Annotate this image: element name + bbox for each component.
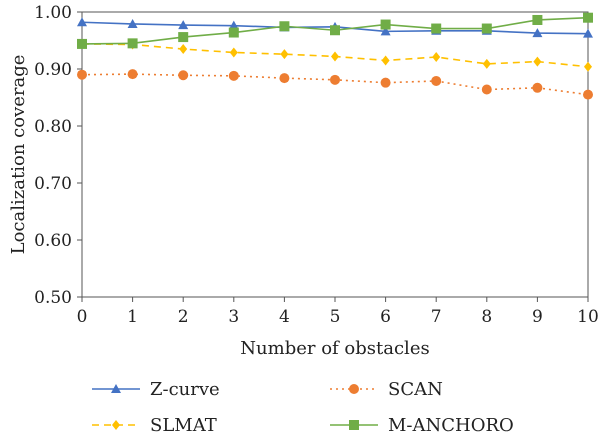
data-point-m-anchoro <box>431 23 442 34</box>
y-tick-label: 0.90 <box>34 60 72 80</box>
x-tick-label: 3 <box>228 307 239 327</box>
x-tick-label: 6 <box>380 307 391 327</box>
legend-marker <box>349 420 359 430</box>
y-axis-title: Localization coverage <box>8 55 29 255</box>
legend-marker <box>111 384 121 393</box>
data-point-slmat <box>381 55 390 66</box>
x-tick-label: 2 <box>178 307 189 327</box>
data-point-scan <box>431 75 442 86</box>
data-point-slmat <box>482 58 491 69</box>
data-point-slmat <box>280 49 289 60</box>
data-point-z-curve <box>532 28 543 38</box>
data-point-z-curve <box>77 17 87 27</box>
legend-marker <box>112 420 120 430</box>
data-point-scan <box>380 77 391 88</box>
data-point-scan <box>127 69 138 80</box>
legend: Z-curve SCAN SLMAT M-ANCHORO <box>92 379 514 436</box>
legend-item-m-anchoro: M-ANCHORO <box>330 415 514 436</box>
data-point-m-anchoro <box>77 38 87 49</box>
data-point-scan <box>532 82 543 93</box>
data-point-scan <box>228 70 239 81</box>
x-tick-label: 1 <box>127 307 138 327</box>
series-scan <box>77 69 593 100</box>
x-tick-label: 7 <box>431 307 442 327</box>
data-point-slmat <box>432 52 441 63</box>
x-axis-title: Number of obstacles <box>240 338 429 359</box>
data-point-m-anchoro <box>583 12 593 23</box>
y-tick-label: 0.80 <box>34 117 72 137</box>
data-point-m-anchoro <box>481 23 492 34</box>
y-tick-label: 1.00 <box>34 3 72 23</box>
data-point-z-curve <box>380 26 391 36</box>
data-point-m-anchoro <box>380 19 391 30</box>
legend-item-z-curve: Z-curve <box>92 379 220 400</box>
x-tick-label: 10 <box>577 307 599 327</box>
y-axis-ticks: 0.50 0.60 0.70 0.80 0.90 1.00 <box>34 3 82 308</box>
data-point-m-anchoro <box>330 25 340 36</box>
data-point-z-curve <box>228 20 239 30</box>
x-tick-label: 8 <box>481 307 492 327</box>
series-layer <box>77 12 593 100</box>
legend-label: Z-curve <box>150 379 220 400</box>
data-point-slmat <box>584 61 592 72</box>
data-point-scan <box>330 74 340 85</box>
data-point-scan <box>279 73 290 84</box>
data-point-slmat <box>331 51 339 62</box>
y-tick-label: 0.50 <box>34 288 72 308</box>
y-tick-label: 0.70 <box>34 174 72 194</box>
data-point-scan <box>178 70 189 81</box>
data-point-m-anchoro <box>127 38 138 49</box>
series-m-anchoro <box>77 12 593 49</box>
data-point-slmat <box>533 56 542 67</box>
data-point-m-anchoro <box>279 21 290 32</box>
data-point-scan <box>481 84 492 95</box>
x-axis-ticks: 0 1 2 3 4 5 6 7 8 9 10 <box>77 297 599 327</box>
data-point-slmat <box>179 44 188 55</box>
x-tick-label: 4 <box>279 307 290 327</box>
data-point-z-curve <box>583 28 593 38</box>
x-tick-label: 9 <box>532 307 543 327</box>
series-slmat <box>78 38 592 72</box>
data-point-m-anchoro <box>228 27 239 38</box>
x-tick-label: 0 <box>77 307 88 327</box>
data-point-slmat <box>229 47 238 58</box>
data-point-scan <box>77 69 87 80</box>
legend-label: SCAN <box>388 379 443 400</box>
data-point-z-curve <box>127 18 138 28</box>
y-tick-label: 0.60 <box>34 231 72 251</box>
legend-item-slmat: SLMAT <box>92 415 217 436</box>
legend-marker <box>349 384 359 394</box>
legend-item-scan: SCAN <box>330 379 443 400</box>
legend-label: SLMAT <box>150 415 217 436</box>
data-point-m-anchoro <box>532 14 543 25</box>
x-tick-label: 5 <box>330 307 341 327</box>
data-point-m-anchoro <box>178 32 189 43</box>
data-point-scan <box>583 89 593 100</box>
data-point-z-curve <box>178 20 189 30</box>
legend-label: M-ANCHORO <box>388 415 514 436</box>
